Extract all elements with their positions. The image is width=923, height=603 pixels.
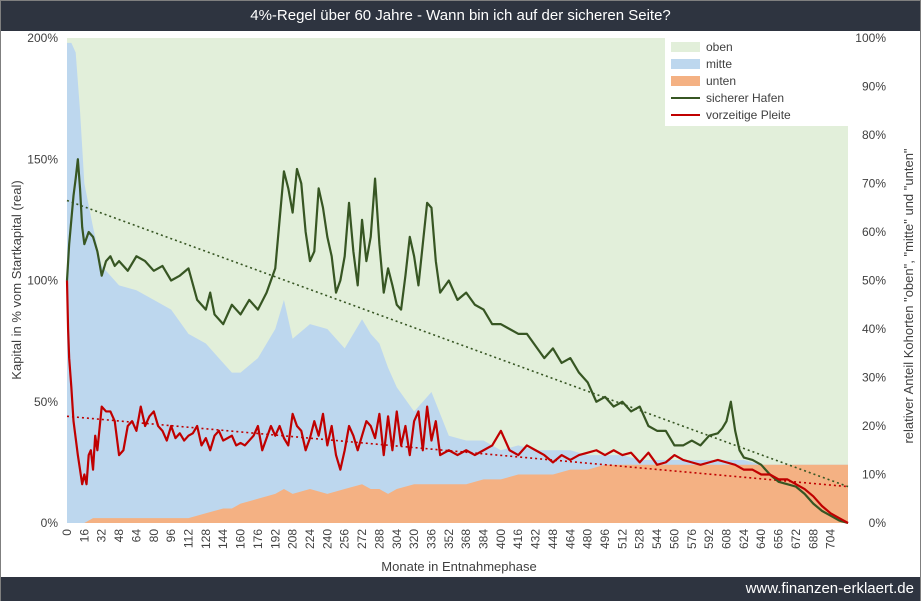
y-left-tick-label: 0% bbox=[41, 516, 59, 530]
x-tick-label: 464 bbox=[563, 529, 577, 549]
x-tick-label: 224 bbox=[303, 529, 317, 549]
y-axis-left-label: Kapital in % vom Startkapital (real) bbox=[9, 180, 24, 379]
x-tick-label: 544 bbox=[650, 529, 664, 549]
x-tick-label: 128 bbox=[199, 529, 213, 549]
x-tick-label: 560 bbox=[667, 529, 681, 549]
legend-swatch-mitte bbox=[671, 59, 700, 69]
y-left-tick-label: 200% bbox=[27, 31, 58, 45]
y-right-tick-label: 50% bbox=[862, 274, 886, 288]
x-tick-label: 112 bbox=[181, 529, 195, 548]
legend-swatch-oben bbox=[671, 42, 700, 52]
x-tick-label: 704 bbox=[824, 529, 838, 549]
x-tick-label: 368 bbox=[459, 529, 473, 549]
x-tick-label: 352 bbox=[442, 529, 456, 549]
x-tick-label: 288 bbox=[372, 529, 386, 549]
trendline-sicherer-hafen bbox=[66, 199, 849, 488]
x-tick-label: 432 bbox=[529, 529, 543, 549]
x-tick-label: 592 bbox=[702, 529, 716, 549]
axes-layer: 0 16 32 48 64 80 96 112 128 144 160 176 192 208 224 240… bbox=[27, 31, 886, 549]
x-tick-label: 512 bbox=[615, 529, 629, 549]
area-layer bbox=[67, 38, 848, 523]
x-tick-label: 624 bbox=[737, 529, 751, 549]
x-axis-label: Monate in Entnahmephase bbox=[381, 559, 536, 574]
x-tick-label: 64 bbox=[129, 529, 143, 543]
x-tick-label: 448 bbox=[546, 529, 560, 549]
x-tick-label: 192 bbox=[268, 529, 282, 549]
x-tick-label: 320 bbox=[407, 529, 421, 549]
legend-swatch-unten bbox=[671, 76, 700, 86]
x-tick-label: 608 bbox=[720, 529, 734, 549]
legend-label-unten: unten bbox=[706, 74, 736, 88]
x-tick-label: 144 bbox=[216, 529, 230, 549]
x-tick-label: 240 bbox=[320, 529, 334, 549]
footer-url: www.finanzen-erklaert.de bbox=[1, 577, 920, 601]
x-tick-label: 160 bbox=[234, 529, 248, 549]
y-right-tick-label: 90% bbox=[862, 80, 886, 94]
legend-label-oben: oben bbox=[706, 40, 733, 54]
x-tick-label: 400 bbox=[494, 529, 508, 549]
x-tick-label: 640 bbox=[754, 529, 768, 549]
y-right-tick-label: 20% bbox=[862, 419, 886, 433]
y-right-tick-label: 40% bbox=[862, 322, 886, 336]
y-left-tick-label: 100% bbox=[27, 274, 58, 288]
legend: oben mitte unten sicherer Hafen vorzeiti… bbox=[665, 37, 851, 126]
x-tick-label: 256 bbox=[338, 529, 352, 549]
line-layer bbox=[65, 158, 849, 525]
x-tick-label: 176 bbox=[251, 529, 265, 549]
x-tick-label: 672 bbox=[789, 529, 803, 549]
x-tick-label: 496 bbox=[598, 529, 612, 549]
x-tick-label: 96 bbox=[164, 529, 178, 543]
x-tick-label: 576 bbox=[685, 529, 699, 549]
legend-label-vorzeitige-pleite: vorzeitige Pleite bbox=[706, 108, 791, 122]
y-right-tick-label: 80% bbox=[862, 128, 886, 142]
x-tick-label: 528 bbox=[633, 529, 647, 549]
y-right-tick-label: 60% bbox=[862, 225, 886, 239]
x-tick-label: 0 bbox=[60, 529, 74, 536]
legend-label-sicherer-hafen: sicherer Hafen bbox=[706, 91, 784, 105]
x-tick-label: 80 bbox=[147, 529, 161, 543]
y-right-tick-label: 0% bbox=[869, 516, 887, 530]
y-right-tick-label: 100% bbox=[855, 31, 886, 45]
x-tick-label: 304 bbox=[390, 529, 404, 549]
x-tick-label: 32 bbox=[95, 529, 109, 543]
x-tick-label: 656 bbox=[772, 529, 786, 549]
x-tick-label: 416 bbox=[511, 529, 525, 549]
y-right-tick-label: 10% bbox=[862, 468, 886, 482]
x-tick-label: 384 bbox=[477, 529, 491, 549]
series-sicherer-hafen bbox=[65, 158, 849, 525]
x-tick-label: 480 bbox=[581, 529, 595, 549]
x-tick-label: 688 bbox=[806, 529, 820, 549]
area-mitte bbox=[67, 42, 848, 523]
y-axis-right-label: relativer Anteil Kohorten "oben", "mitte… bbox=[901, 148, 916, 443]
series-vorzeitige-pleite bbox=[65, 280, 849, 524]
chart-title: 4%-Regel über 60 Jahre - Wann bin ich au… bbox=[1, 1, 920, 31]
y-right-tick-label: 70% bbox=[862, 177, 886, 191]
x-tick-label: 208 bbox=[286, 529, 300, 549]
x-tick-label: 272 bbox=[355, 529, 369, 549]
area-unten bbox=[67, 464, 848, 523]
y-right-tick-label: 30% bbox=[862, 371, 886, 385]
y-left-tick-label: 150% bbox=[27, 152, 58, 166]
x-tick-label: 336 bbox=[424, 529, 438, 549]
x-tick-label: 16 bbox=[77, 529, 91, 543]
x-tick-label: 48 bbox=[112, 529, 126, 543]
legend-label-mitte: mitte bbox=[706, 57, 732, 71]
y-left-tick-label: 50% bbox=[34, 395, 58, 409]
